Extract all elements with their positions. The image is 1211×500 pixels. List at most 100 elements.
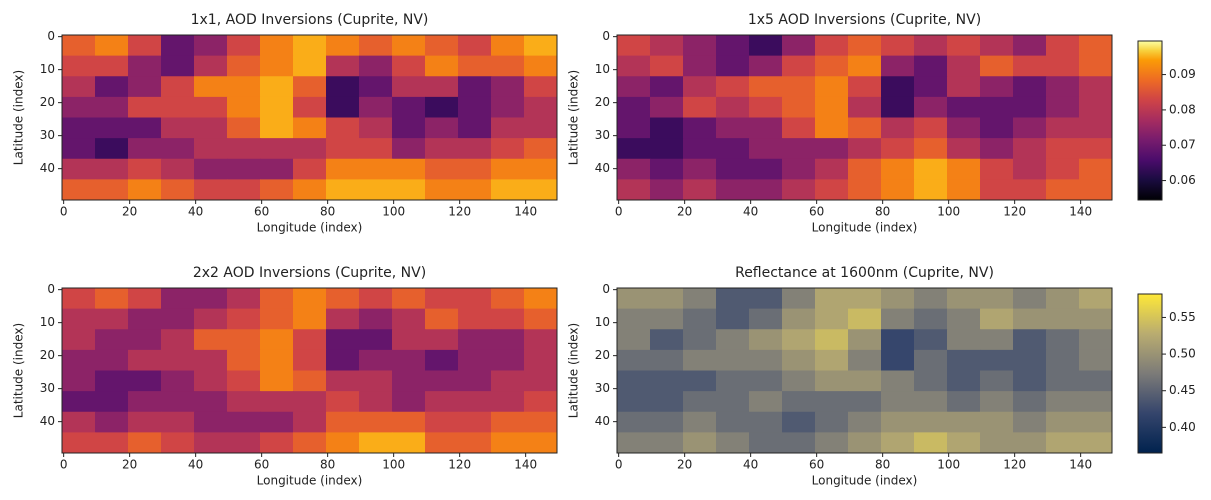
heatmap-cell: [980, 158, 1014, 180]
heatmap-cell: [1013, 391, 1047, 413]
heatmap-cell: [293, 179, 327, 201]
heatmap-cell: [815, 35, 849, 57]
heatmap-cell: [425, 288, 459, 310]
heatmap-cell: [128, 179, 162, 201]
heatmap-cell: [683, 411, 717, 433]
heatmap-cell: [458, 76, 492, 98]
y-tick-label: 20: [40, 95, 55, 109]
heatmap-cell: [848, 158, 882, 180]
heatmap-cell: [683, 55, 717, 77]
heatmap-cell: [914, 138, 948, 160]
heatmap-cell: [491, 179, 525, 201]
heatmap-cell: [425, 96, 459, 118]
heatmap-cell: [848, 117, 882, 139]
heatmap-cell: [524, 411, 558, 433]
colorbar-tick-label: 0.06: [1169, 173, 1196, 187]
heatmap-cell: [260, 288, 294, 310]
heatmap-cell: [716, 76, 750, 98]
heatmap-cell: [227, 35, 261, 57]
heatmap-cell: [881, 308, 915, 330]
heatmap-cell: [947, 158, 981, 180]
heatmap-cell: [1013, 329, 1047, 351]
heatmap-cell: [194, 35, 228, 57]
heatmap-cell: [815, 349, 849, 371]
heatmap-cell: [881, 432, 915, 454]
heatmap-cell: [425, 179, 459, 201]
heatmap-cell: [425, 55, 459, 77]
x-tick-label: 80: [320, 205, 335, 219]
y-tick-label: 20: [595, 95, 610, 109]
heatmap-cell: [161, 138, 195, 160]
heatmap-cell: [683, 432, 717, 454]
heatmap-cell: [326, 411, 360, 433]
heatmap-cell: [227, 117, 261, 139]
y-tick-label: 30: [40, 128, 55, 142]
heatmap-cell: [617, 432, 651, 454]
heatmap-cell: [326, 158, 360, 180]
heatmap-cell: [815, 138, 849, 160]
heatmap-cell: [815, 308, 849, 330]
heatmap-cell: [1013, 117, 1047, 139]
x-tick-label: 20: [677, 458, 692, 472]
heatmap-cell: [947, 308, 981, 330]
x-tick-label: 60: [254, 458, 269, 472]
heatmap-cell: [194, 55, 228, 77]
x-tick-label: 0: [60, 458, 68, 472]
heatmap-cell: [161, 76, 195, 98]
heatmap-cell: [1046, 138, 1080, 160]
heatmap-cell: [881, 76, 915, 98]
heatmap-cell: [914, 35, 948, 57]
heatmap-cell: [524, 391, 558, 413]
heatmap-cell: [62, 288, 96, 310]
heatmap-cell: [392, 329, 426, 351]
x-tick-label: 100: [937, 205, 960, 219]
heatmap-cell: [881, 411, 915, 433]
heatmap-cell: [128, 117, 162, 139]
heatmap-cell: [227, 76, 261, 98]
heatmap-cell: [524, 370, 558, 392]
heatmap-cell: [1013, 411, 1047, 433]
heatmap-cell: [881, 288, 915, 310]
heatmap-cell: [881, 117, 915, 139]
x-tick-label: 80: [875, 458, 890, 472]
heatmap-cell: [980, 117, 1014, 139]
heatmap-cell: [392, 288, 426, 310]
heatmap-cell: [815, 370, 849, 392]
heatmap-cell: [650, 432, 684, 454]
heatmap-cell: [425, 308, 459, 330]
y-axis-label: Latitude (index): [567, 323, 581, 418]
x-tick-label: 0: [615, 458, 623, 472]
heatmap-cell: [716, 96, 750, 118]
heatmap-cell: [161, 35, 195, 57]
heatmap-cell: [881, 391, 915, 413]
heatmap-cell: [425, 370, 459, 392]
heatmap-cell: [392, 370, 426, 392]
x-tick-label: 120: [448, 458, 471, 472]
heatmap-cell: [458, 35, 492, 57]
heatmap-cell: [161, 308, 195, 330]
heatmap-cell: [881, 55, 915, 77]
heatmap-cell: [62, 158, 96, 180]
heatmap-cell: [524, 96, 558, 118]
heatmap-cell: [1079, 308, 1113, 330]
heatmap-cell: [128, 411, 162, 433]
heatmap-cell: [1013, 158, 1047, 180]
heatmap-cell: [95, 55, 129, 77]
heatmap-cell: [815, 329, 849, 351]
heatmap-cell: [161, 179, 195, 201]
heatmap-cell: [980, 55, 1014, 77]
heatmap-cell: [95, 35, 129, 57]
heatmap-cell: [326, 308, 360, 330]
y-tick-label: 40: [595, 414, 610, 428]
heatmap-cell: [617, 288, 651, 310]
axes-frame: [616, 287, 1113, 454]
heatmap-cell: [458, 411, 492, 433]
heatmap-cell: [683, 329, 717, 351]
heatmap-cell: [194, 288, 228, 310]
heatmap-cell: [326, 288, 360, 310]
heatmap-cell: [392, 432, 426, 454]
heatmap-cell: [782, 35, 816, 57]
heatmap-cell: [491, 391, 525, 413]
heatmap-cell: [683, 96, 717, 118]
heatmap-cell: [491, 411, 525, 433]
